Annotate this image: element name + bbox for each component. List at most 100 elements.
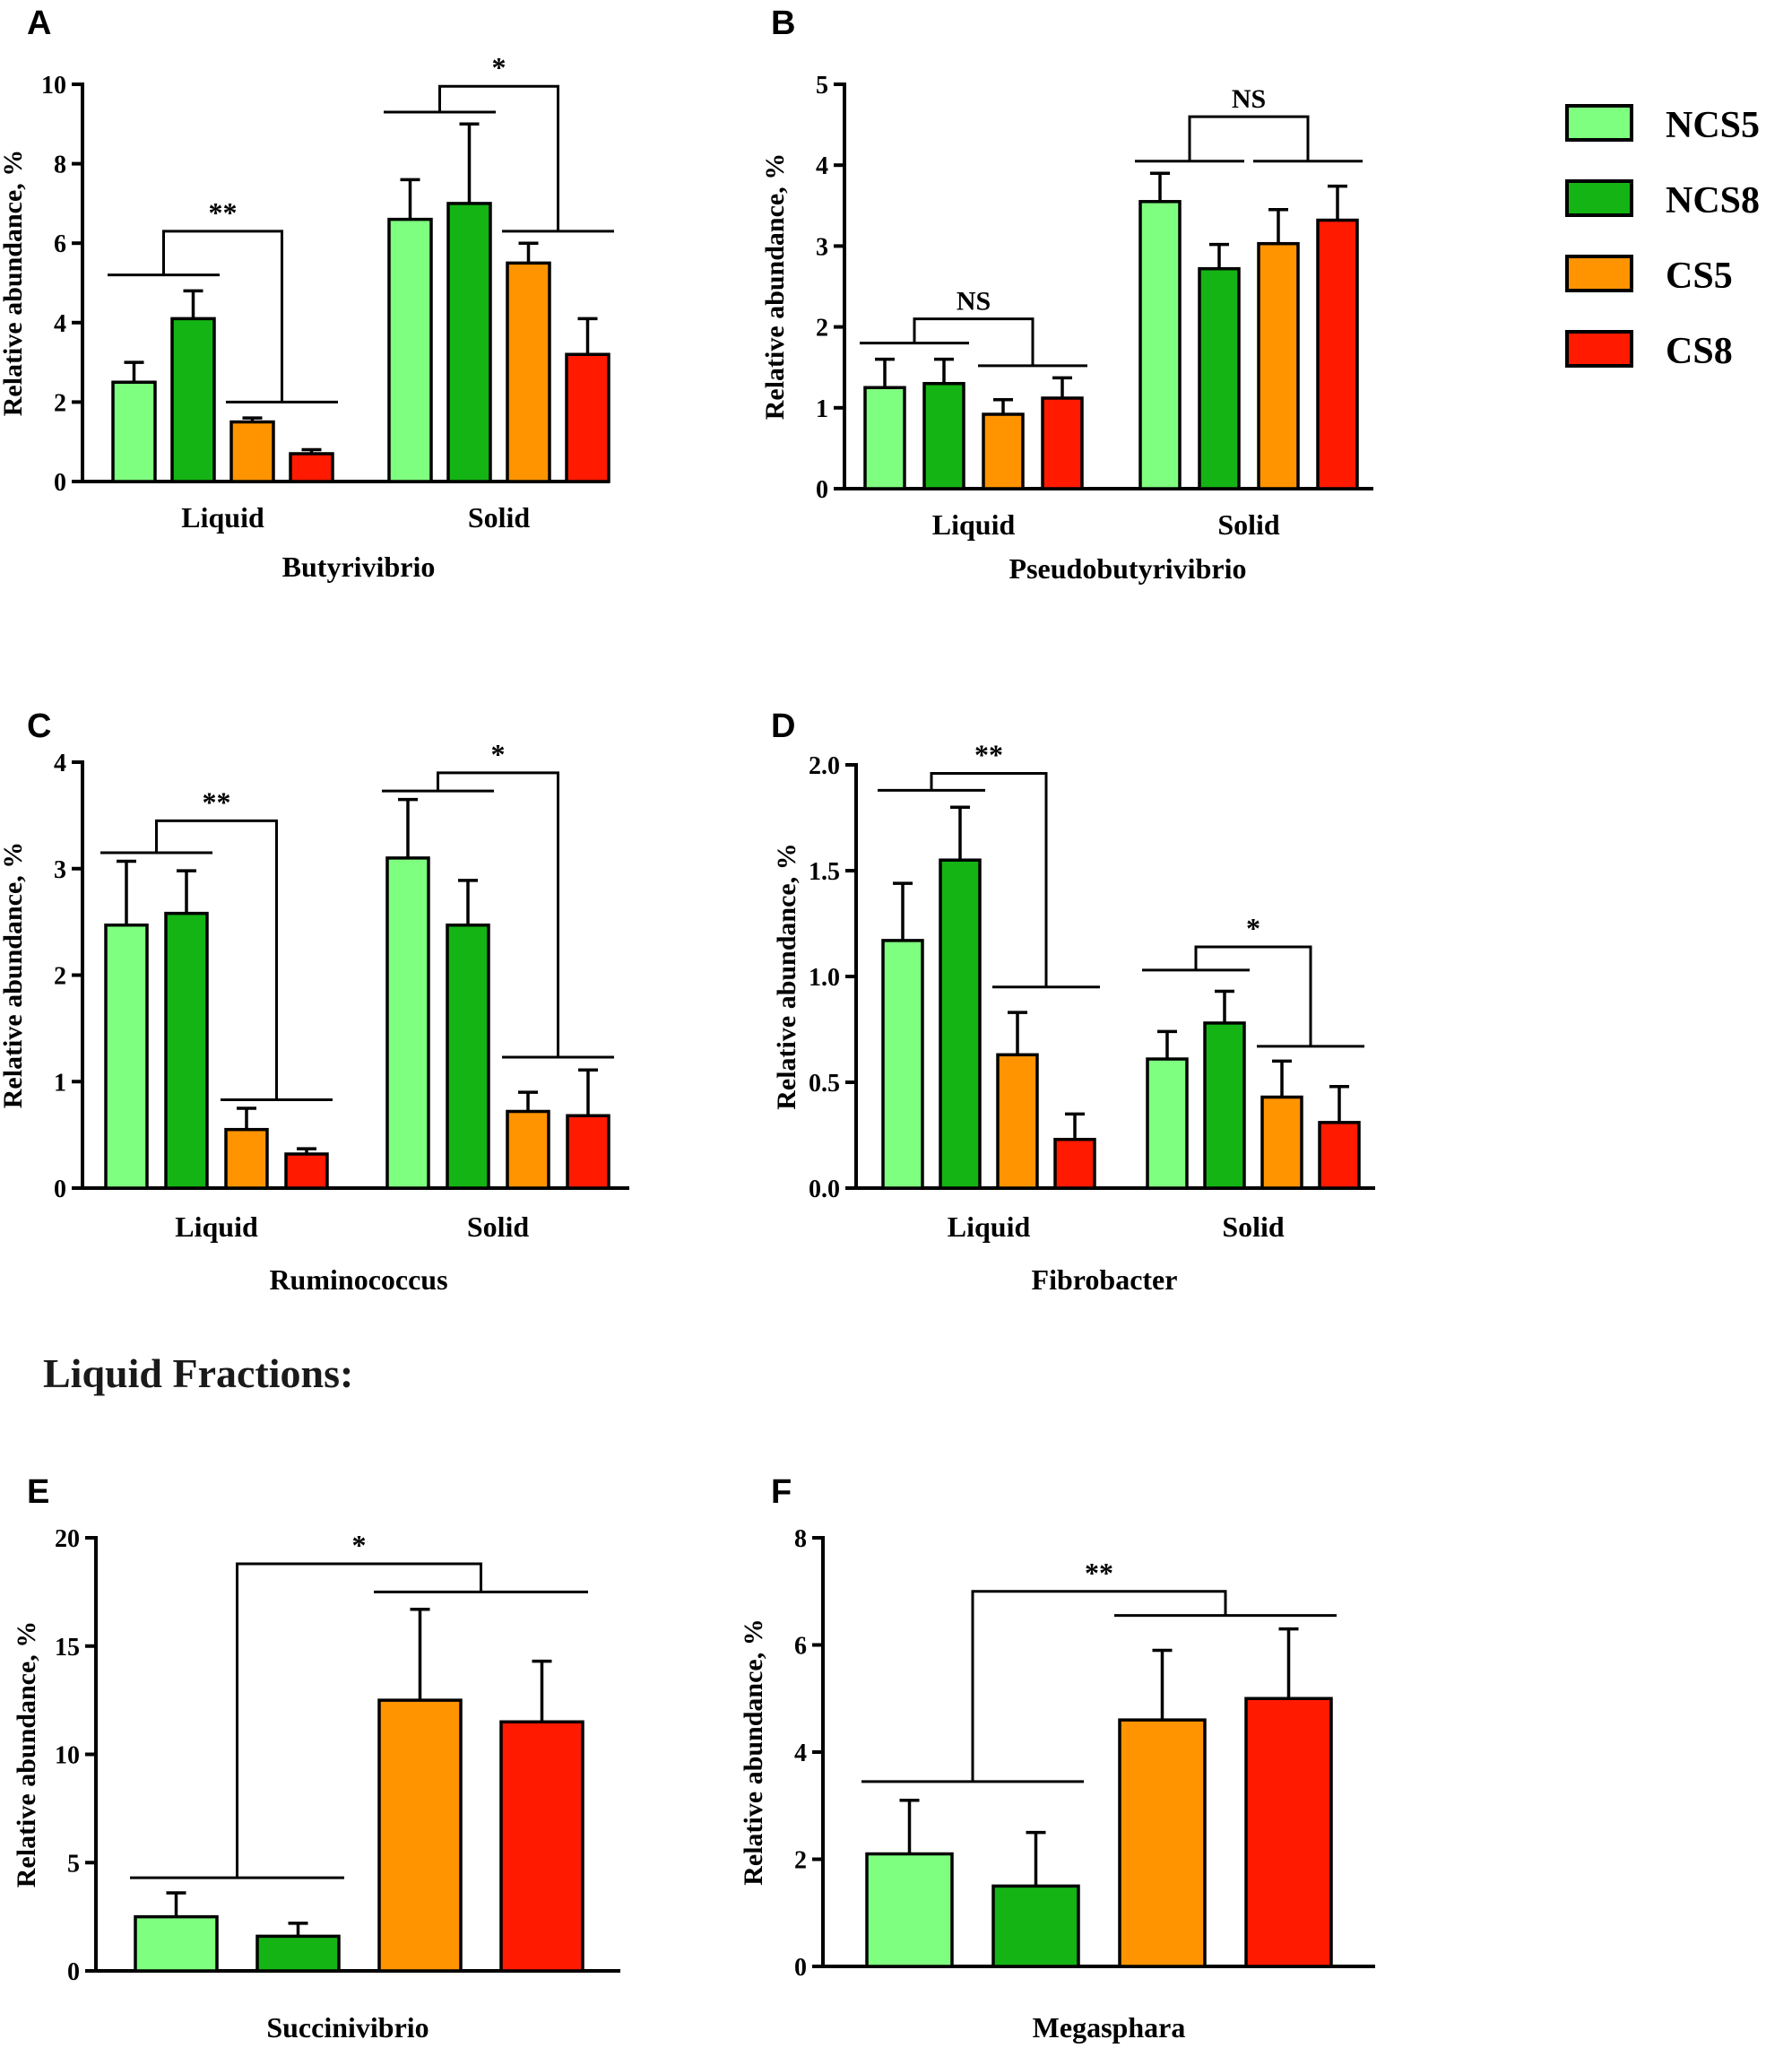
bar-cs5: [1118, 1718, 1207, 1968]
y-tick-label: 0.5: [809, 1070, 840, 1098]
y-axis-label: Relative abundance, %: [772, 843, 801, 1110]
x-group-label: Liquid: [181, 501, 264, 534]
panel-a: A 0 2 4 6 8 10 Relative abundance, % Liquid Solid…: [0, 4, 614, 583]
significance-bracket: [162, 230, 283, 403]
significance-bracket: [913, 317, 1035, 366]
y-tick-label: 8: [54, 152, 66, 179]
panel-e: E 0 5 10 15 20 Relative abundance, % * Succinivi…: [12, 1473, 620, 2044]
x-group-label: Liquid: [948, 1211, 1031, 1243]
panel-f: F 0 2 4 6 8 Relative abundance, % ** Megasphara: [739, 1473, 1375, 2044]
y-tick-label: 4: [794, 1740, 807, 1767]
significance-bracket: [155, 819, 278, 1100]
bar-cs8: [1053, 1137, 1096, 1190]
bar-cs5: [982, 412, 1025, 490]
bar-ncs8: [922, 381, 965, 490]
y-tick-label: 4: [54, 750, 66, 777]
bar-cs5: [996, 1053, 1039, 1190]
legend-label-cs8: CS8: [1666, 331, 1733, 372]
y-axis-label: Relative abundance, %: [760, 153, 790, 421]
y-tick-label: 2: [54, 389, 66, 417]
bar-cs5: [1260, 1095, 1303, 1190]
panel-letter-e: E: [27, 1473, 49, 1511]
y-axis-label: Relative abundance, %: [0, 150, 28, 417]
bar-cs5: [506, 1109, 550, 1190]
bar-ncs5: [385, 856, 430, 1190]
significance-label: *: [491, 738, 506, 770]
y-tick-label: 6: [794, 1633, 807, 1661]
chart-title: Megasphara: [1033, 2011, 1186, 2044]
legend-swatch-ncs8: [1565, 179, 1633, 217]
bar-cs8: [499, 1720, 584, 1973]
significance-label: NS: [957, 287, 991, 317]
significance-bracket: [930, 771, 1048, 987]
legend-label-ncs5: NCS5: [1666, 105, 1760, 146]
y-tick-label: 2: [54, 963, 66, 991]
chart-title: Pseudobutyrivibrio: [1009, 552, 1247, 585]
bar-ncs8: [1203, 1021, 1246, 1190]
x-group-label: Liquid: [175, 1211, 258, 1243]
bar-cs5: [224, 1127, 269, 1190]
significance-bracket: [236, 1562, 482, 1879]
panel-letter-b: B: [771, 4, 795, 42]
bar-ncs8: [939, 858, 982, 1190]
chart-title: Succinivibrio: [266, 2011, 429, 2044]
panel-letter-d: D: [771, 707, 795, 745]
bar-cs8: [565, 352, 610, 483]
y-tick-label: 6: [54, 230, 66, 258]
y-tick-label: 4: [54, 310, 66, 338]
y-tick-label: 2: [794, 1847, 807, 1875]
bar-cs5: [1257, 241, 1300, 490]
bar-ncs5: [111, 380, 157, 483]
significance-bracket: [1188, 115, 1310, 161]
x-group-label: Solid: [467, 1211, 530, 1243]
bar-ncs8: [255, 1934, 341, 1973]
bar-cs8: [1318, 1121, 1361, 1190]
panel-letter-c: C: [27, 707, 51, 745]
y-tick-label: 4: [816, 152, 828, 180]
y-tick-label: 5: [67, 1850, 80, 1878]
y-tick-label: 3: [816, 233, 828, 261]
y-tick-label: 1: [816, 395, 828, 423]
bar-ncs5: [863, 386, 906, 490]
bar-cs5: [377, 1698, 463, 1973]
significance-label: NS: [1232, 84, 1266, 114]
legend-label-ncs8: NCS8: [1666, 180, 1760, 221]
bar-cs5: [506, 261, 551, 483]
bar-ncs8: [1198, 266, 1241, 490]
x-group-label: Solid: [468, 501, 531, 534]
significance-label: *: [492, 51, 506, 83]
bar-cs8: [566, 1114, 610, 1190]
bar-cs8: [1316, 218, 1359, 490]
y-tick-label: 20: [55, 1525, 80, 1553]
legend-swatch-ncs5: [1565, 104, 1633, 142]
bar-ncs5: [134, 1914, 219, 1973]
bar-cs8: [289, 452, 334, 483]
bar-cs8: [1041, 396, 1084, 490]
y-tick-label: 15: [55, 1634, 80, 1662]
bar-cs5: [229, 420, 275, 483]
y-tick-label: 3: [54, 856, 66, 884]
significance-label: **: [1085, 1557, 1113, 1589]
y-tick-label: 0: [54, 469, 66, 497]
y-tick-label: 0: [67, 1958, 80, 1986]
significance-bracket: [437, 771, 559, 1057]
y-axis-label: Relative abundance, %: [739, 1618, 768, 1886]
bar-ncs8: [170, 317, 216, 483]
significance-bracket: [1194, 945, 1312, 1046]
legend-label-cs5: CS5: [1666, 256, 1733, 297]
panel-b: B 0 1 2 3 4 5 Relative abundance, % Liquid Solid N…: [760, 4, 1373, 585]
significance-label: **: [974, 738, 1003, 770]
x-group-label: Liquid: [932, 508, 1016, 541]
bar-cs8: [1244, 1697, 1333, 1968]
y-tick-label: 0: [794, 1954, 807, 1982]
chart-title: Fibrobacter: [1032, 1263, 1178, 1296]
y-tick-label: 0: [54, 1176, 66, 1203]
y-tick-label: 8: [794, 1525, 807, 1553]
significance-bracket: [971, 1590, 1227, 1782]
y-axis-label: Relative abundance, %: [12, 1621, 41, 1888]
bar-ncs5: [881, 939, 924, 1190]
bar-ncs8: [446, 923, 490, 1190]
